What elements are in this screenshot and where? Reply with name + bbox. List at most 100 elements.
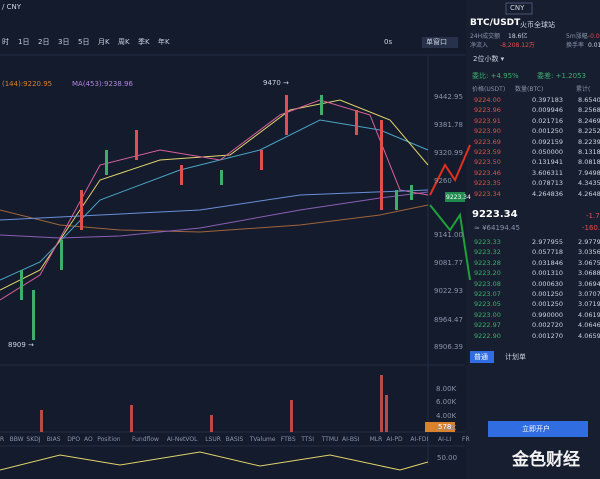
interval-button[interactable]: 3日 — [58, 38, 70, 46]
interval-button[interactable]: 1日 — [18, 38, 30, 46]
book-price: 9222.97 — [474, 321, 501, 330]
tab-active — [470, 351, 494, 363]
book-price: 9223.69 — [474, 137, 501, 146]
interval-button[interactable]: 5日 — [78, 38, 90, 46]
indicator-tab[interactable]: BBW — [9, 436, 24, 443]
volume-tag — [425, 422, 455, 432]
book-total: 3.0356 — [578, 248, 600, 257]
book-qty: 3.606311 — [532, 168, 564, 177]
price-tick: 9320.99 — [434, 149, 463, 157]
indicator-tab[interactable]: Position — [97, 436, 121, 443]
book-total: 8.0818 — [578, 158, 600, 167]
price-tick: 9381.78 — [434, 121, 463, 129]
interval-button[interactable]: 时 — [2, 38, 9, 46]
book-qty: 0.050000 — [532, 148, 564, 156]
book-price: 9222.90 — [474, 331, 501, 340]
high-marker: 9470 → — [263, 79, 289, 87]
book-price: 9223.00 — [474, 310, 501, 319]
book-total: 8.6540 — [578, 96, 600, 104]
book-price: 9224.00 — [474, 96, 501, 104]
interval-button[interactable]: 年K — [158, 38, 170, 46]
book-qty: 0.031846 — [532, 258, 564, 267]
volume-tick: 8.00K — [436, 385, 457, 393]
indicator-tab[interactable]: SKDJ — [26, 436, 41, 443]
currency-select — [505, 2, 533, 15]
indicator-tab[interactable]: AI-FDI — [410, 436, 429, 443]
book-qty: 4.264836 — [532, 189, 564, 198]
book-total: 3.0719 — [578, 300, 600, 309]
book-price: 9223.90 — [474, 127, 501, 136]
interval-button[interactable]: 季K — [138, 38, 150, 46]
book-total: 3.0707 — [578, 290, 600, 298]
indicator-tab[interactable]: AI-LI — [438, 436, 452, 443]
interval-button[interactable]: 周K — [118, 38, 130, 46]
indicator-tab[interactable]: AI-PD — [386, 436, 403, 443]
indicator-tab[interactable]: TTMU — [321, 436, 339, 443]
indicator-tab[interactable]: DPO — [67, 436, 81, 443]
indicator-tab[interactable]: Fundflow — [132, 436, 159, 443]
open-account-button — [488, 421, 588, 437]
book-qty: 0.990000 — [532, 310, 564, 319]
book-qty: 0.057718 — [532, 248, 564, 257]
interval-button[interactable]: 2日 — [38, 38, 50, 46]
book-total: 4.3435 — [578, 179, 600, 188]
value: -0.02 — [588, 33, 600, 40]
indicator-tab[interactable]: R — [0, 436, 5, 443]
ratio: 委比: +4.95% — [472, 72, 519, 80]
side-panel — [466, 0, 600, 479]
book-price: 9223.32 — [474, 248, 501, 257]
price-tick: 9141.00 — [434, 231, 463, 239]
book-total: 3.0675 — [578, 258, 600, 267]
volume-current: 578 — [438, 423, 452, 431]
book-price: 9223.08 — [474, 279, 501, 288]
tab[interactable]: 普通 — [474, 353, 488, 361]
book-qty: 0.001310 — [532, 269, 564, 278]
indicator-tab[interactable]: LSUR — [205, 436, 221, 443]
book-total: 8.2469 — [578, 116, 600, 125]
exchange: 火币全球站 — [520, 21, 555, 29]
price-tag — [445, 192, 465, 202]
book-qty: 0.002720 — [532, 321, 564, 330]
ma-label: MA(453):9238.96 — [72, 80, 133, 88]
indicator-tab[interactable]: FR — [462, 436, 470, 443]
precision-select: 2位小数 ▾ — [473, 55, 505, 63]
window-button[interactable]: 单窗口 — [426, 38, 447, 46]
book-qty: 0.001250 — [532, 127, 564, 136]
annotation-arrows — [429, 144, 471, 281]
indicator-tab[interactable]: FTBS — [280, 436, 296, 443]
book-qty: 0.000630 — [532, 279, 564, 288]
candles — [20, 95, 413, 340]
price-tick: 8964.47 — [434, 316, 463, 324]
book-total: 4.2648 — [578, 189, 600, 198]
indicator-tab[interactable]: TValume — [249, 436, 276, 443]
volume-tick: 2.00K — [436, 424, 457, 432]
lower-tick: 50.00 — [437, 454, 458, 462]
interval-button[interactable]: 月K — [98, 38, 110, 46]
book-price: 9223.59 — [474, 148, 501, 156]
indicator-tab[interactable]: BIAS — [46, 436, 61, 443]
open-account-button[interactable]: 立即开户 — [522, 425, 550, 433]
book-price: 9223.05 — [474, 300, 501, 309]
book-qty: 0.001250 — [532, 290, 564, 298]
price-tick: 8906.39 — [434, 343, 463, 351]
book-price: 9223.46 — [474, 168, 501, 177]
indicator-tab[interactable]: MLR — [369, 436, 383, 443]
book-total: 8.2239 — [578, 137, 600, 146]
price-tick: 9442.95 — [434, 93, 463, 101]
ma-label: (144):9220.95 — [2, 80, 53, 88]
book-qty: 0.397183 — [532, 96, 564, 104]
indicator-tab[interactable]: AI-BSI — [342, 436, 360, 443]
label: 净流入 — [470, 42, 489, 49]
label: 5m涨幅 — [566, 33, 588, 40]
book-price: 9223.96 — [474, 106, 501, 115]
indicator-tab[interactable]: BASIS — [225, 436, 244, 443]
book-total: 4.0659 — [578, 331, 600, 340]
mid-change: -1.71 — [586, 212, 600, 220]
value: 18.6亿 — [508, 33, 528, 40]
current-price: 9223.34 — [446, 194, 471, 201]
indicator-tab[interactable]: TTSI — [301, 436, 314, 443]
book-price: 9223.50 — [474, 158, 501, 167]
indicator-tab[interactable]: AI-NetVOL — [166, 436, 198, 443]
indicator-tab[interactable]: AO — [84, 436, 93, 443]
tab[interactable]: 计划单 — [505, 353, 526, 361]
